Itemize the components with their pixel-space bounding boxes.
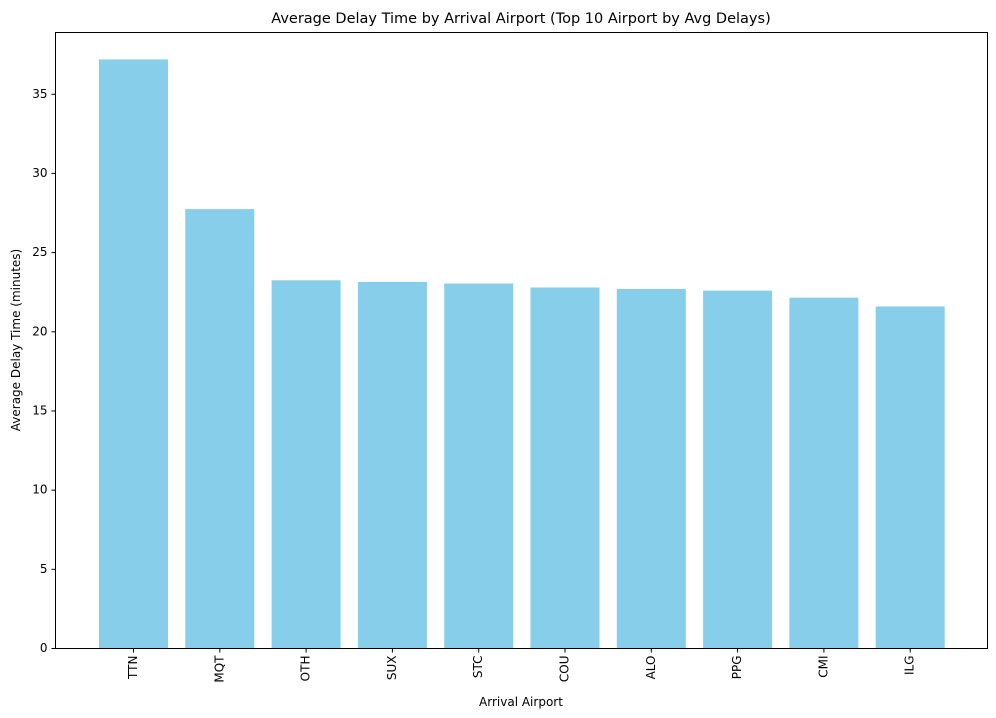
bar-cou bbox=[530, 287, 600, 649]
x-tick-label-cmi: CMI bbox=[816, 656, 830, 678]
x-axis: TTN MQT OTH SUX STC COU ALO PPG CMI ILG bbox=[126, 648, 917, 683]
y-axis-label: Average Delay Time (minutes) bbox=[9, 249, 23, 431]
x-tick-label-sux: SUX bbox=[385, 656, 399, 681]
bar-ttn bbox=[99, 59, 168, 649]
bar-oth bbox=[271, 280, 341, 649]
plot-area bbox=[99, 59, 945, 649]
x-tick-label-oth: OTH bbox=[299, 656, 313, 682]
x-tick-label-ttn: TTN bbox=[126, 656, 140, 680]
x-tick-label-stc: STC bbox=[471, 656, 485, 679]
x-tick-label-ppg: PPG bbox=[730, 656, 744, 680]
bar-mqt bbox=[185, 209, 255, 649]
bar-alo bbox=[616, 289, 686, 649]
x-tick-label-cou: COU bbox=[558, 656, 572, 683]
chart-title: Average Delay Time by Arrival Airport (T… bbox=[271, 11, 770, 27]
bar-stc bbox=[444, 283, 514, 649]
x-tick-label-mqt: MQT bbox=[212, 655, 226, 683]
plot-frame bbox=[55, 32, 988, 649]
x-axis-label: Arrival Airport bbox=[479, 695, 563, 709]
bar-sux bbox=[357, 281, 427, 649]
y-tick-label: 20 bbox=[32, 324, 47, 338]
y-axis: 0 5 10 15 20 25 30 35 bbox=[32, 87, 56, 655]
bar-ppg bbox=[703, 290, 773, 649]
y-tick-label: 5 bbox=[40, 562, 48, 576]
bar-ilg bbox=[875, 306, 945, 649]
x-tick-label-ilg: ILG bbox=[903, 656, 917, 676]
bar-cmi bbox=[789, 297, 859, 649]
y-tick-label: 35 bbox=[32, 87, 47, 101]
y-tick-label: 15 bbox=[32, 403, 47, 417]
y-tick-label: 10 bbox=[32, 483, 47, 497]
y-tick-label: 25 bbox=[32, 245, 47, 259]
y-tick-label: 0 bbox=[40, 641, 48, 655]
x-tick-label-alo: ALO bbox=[644, 656, 658, 680]
y-tick-label: 30 bbox=[32, 166, 47, 180]
